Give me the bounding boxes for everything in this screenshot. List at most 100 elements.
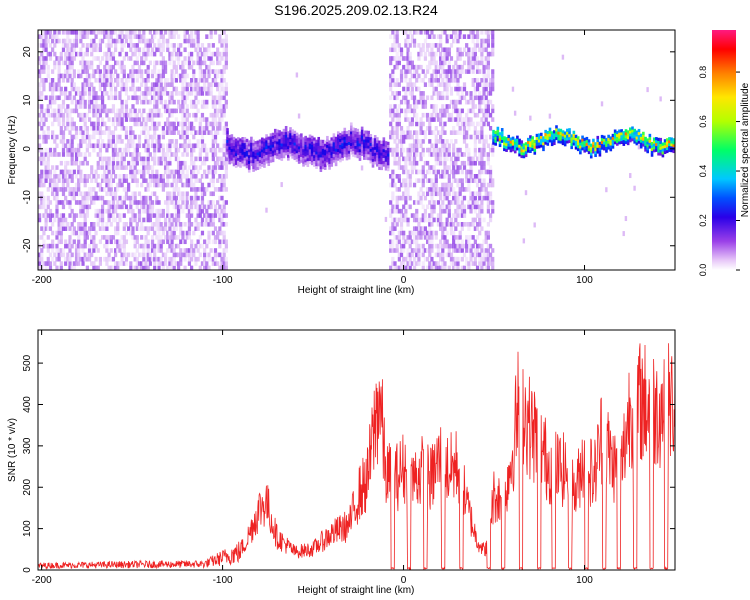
heatmap-cell [415, 152, 419, 157]
heatmap-cell [397, 82, 401, 87]
heatmap-cell [163, 200, 168, 205]
heatmap-cell [161, 91, 165, 96]
heatmap-cell [465, 112, 469, 118]
heatmap-cell [85, 195, 89, 201]
heatmap-cell [452, 99, 456, 105]
heatmap-cell [66, 160, 70, 166]
heatmap-cell [64, 51, 68, 57]
heatmap-cell [443, 265, 447, 270]
heatmap-cell [194, 217, 198, 223]
heatmap-cell [81, 178, 85, 183]
heatmap-cell [161, 86, 165, 92]
heatmap-cell [548, 113, 552, 119]
heatmap-cell [111, 265, 116, 270]
heatmap-cell [218, 56, 222, 61]
heatmap-cell [273, 155, 277, 159]
heatmap-cell [404, 156, 408, 162]
heatmap-cell [57, 178, 61, 183]
heatmap-cell [176, 174, 181, 179]
heatmap-cell [222, 30, 226, 35]
heatmap-cell [397, 239, 401, 245]
heatmap-cell [445, 95, 449, 101]
heatmap-cell [465, 256, 469, 262]
heatmap-cell [265, 145, 268, 150]
heatmap-cell [155, 182, 159, 188]
heatmap-cell [176, 121, 181, 127]
heatmap-cell [83, 69, 87, 74]
heatmap-cell [456, 208, 460, 214]
heatmap-cell [218, 69, 222, 74]
heatmap-cell [432, 230, 436, 236]
heatmap-cell [81, 230, 85, 236]
heatmap-cell [207, 47, 211, 53]
heatmap-cell [419, 126, 423, 131]
heatmap-cell [373, 149, 377, 153]
heatmap-cell [408, 108, 412, 114]
heatmap-cell [222, 174, 226, 179]
heatmap-cell [107, 165, 111, 170]
heatmap-cell [131, 191, 135, 197]
heatmap-cell [140, 82, 144, 87]
heatmap-cell [155, 99, 159, 105]
heatmap-cell [507, 143, 511, 147]
heatmap-cell [280, 149, 284, 153]
heatmap-cell [146, 160, 150, 166]
heatmap-cell [98, 256, 103, 262]
heatmap-cell [488, 51, 493, 57]
heatmap-cell [421, 169, 425, 175]
heatmap-cell [408, 256, 412, 262]
heatmap-cell [161, 252, 165, 258]
heatmap-cell [163, 156, 168, 162]
heatmap-cell [90, 200, 94, 205]
heatmap-cell [232, 142, 236, 146]
heatmap-cell [146, 243, 150, 249]
heatmap-cell [480, 130, 484, 135]
heatmap-cell [131, 43, 135, 48]
heatmap-cell [133, 147, 137, 153]
heatmap-cell [399, 252, 404, 258]
heatmap-cell [237, 148, 240, 153]
heatmap-cell [365, 130, 368, 134]
heatmap-cell [155, 217, 159, 223]
heatmap-cell [59, 160, 63, 166]
heatmap-cell [42, 204, 46, 210]
heatmap-cell [269, 153, 273, 157]
heatmap-cell [373, 161, 377, 165]
heatmap-cell [40, 182, 44, 188]
heatmap-cell [380, 149, 383, 153]
heatmap-cell [187, 60, 192, 66]
heatmap-cell [137, 252, 142, 258]
heatmap-cell [205, 78, 209, 83]
heatmap-cell [423, 134, 428, 140]
heatmap-cell [133, 43, 137, 48]
heatmap-cell [66, 121, 70, 127]
heatmap-cell [159, 243, 163, 249]
heatmap-cell [458, 86, 462, 92]
heatmap-cell [423, 256, 428, 262]
heatmap-cell [120, 139, 124, 144]
heatmap-cell [118, 91, 122, 96]
heatmap-cell [360, 149, 364, 154]
heatmap-cell [428, 187, 432, 192]
heatmap-cell [127, 143, 131, 149]
heatmap-cell [142, 243, 146, 249]
heatmap-cell [70, 51, 74, 57]
heatmap-cell [218, 243, 222, 249]
heatmap-cell [484, 104, 488, 109]
heatmap-cell [330, 151, 334, 156]
heatmap-cell [85, 51, 89, 57]
heatmap-cell [306, 143, 310, 147]
heatmap-cell [376, 157, 379, 161]
heatmap-cell [425, 69, 430, 74]
heatmap-cell [436, 117, 441, 122]
heatmap-cell [313, 140, 316, 144]
heatmap-cell [144, 200, 148, 205]
heatmap-cell [482, 165, 486, 170]
heatmap-cell [480, 47, 484, 53]
heatmap-cell [417, 256, 421, 262]
heatmap-cell [460, 160, 464, 166]
heatmap-cell [211, 191, 215, 197]
heatmap-cell [367, 142, 370, 146]
heatmap-cell [70, 139, 74, 144]
heatmap-cell [140, 243, 144, 249]
